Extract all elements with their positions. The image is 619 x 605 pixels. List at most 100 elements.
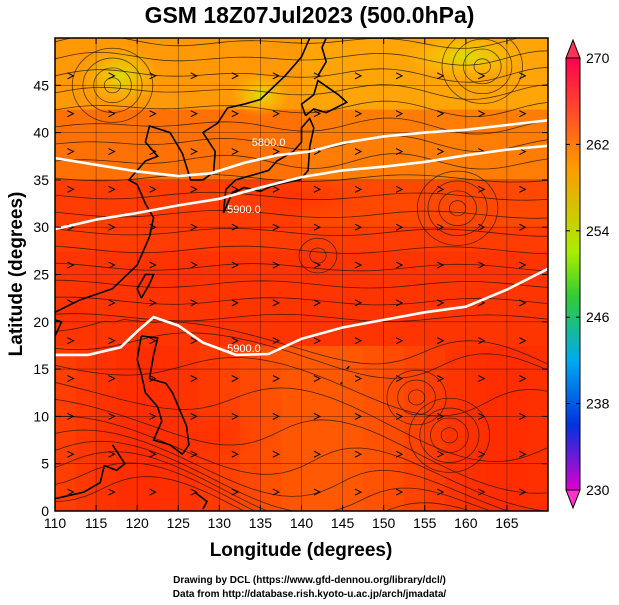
field-cell	[465, 440, 487, 465]
streamline-swirl	[427, 180, 488, 236]
flow-arrow	[149, 488, 157, 496]
field-cell	[342, 416, 364, 441]
field-cell	[157, 85, 179, 110]
field-cell	[527, 463, 548, 488]
field-cell	[239, 38, 262, 63]
colorbar-tick-label: 238	[586, 396, 610, 412]
flow-arrow	[272, 148, 280, 155]
x-tick-label: 130	[208, 515, 232, 531]
contour-line	[55, 144, 548, 231]
field-cell	[280, 61, 303, 86]
coastline	[55, 444, 126, 500]
field-cell	[342, 463, 364, 488]
flow-arrow	[313, 72, 322, 80]
field-cell	[280, 463, 303, 488]
field-cell	[239, 369, 262, 394]
flow-arrow	[190, 110, 198, 118]
flow-arrow	[108, 299, 116, 307]
flow-arrow	[395, 261, 404, 269]
field-cell	[342, 85, 364, 110]
flow-arrow	[313, 261, 322, 269]
streamline-swirl	[441, 38, 523, 104]
flow-arrow	[272, 375, 280, 383]
field-cell	[383, 440, 405, 465]
field-cell	[157, 203, 179, 228]
field-cell	[178, 203, 200, 228]
field-cell	[322, 61, 344, 86]
colorbar-scale	[565, 57, 581, 491]
field-cell	[55, 369, 77, 394]
field-cell	[116, 369, 138, 394]
field-cell	[157, 392, 179, 417]
flow-arrow	[231, 185, 239, 193]
field-cell	[198, 345, 220, 370]
flow-arrow	[231, 72, 239, 80]
field-cell	[157, 38, 179, 63]
field-cell	[260, 369, 282, 394]
field-cell	[198, 487, 220, 511]
field-cell	[527, 85, 548, 110]
field-cell	[527, 416, 548, 441]
field-cell	[260, 440, 282, 465]
field-cell	[342, 61, 364, 86]
field-cell	[527, 321, 548, 347]
streamline-swirl	[309, 247, 327, 264]
field-cell	[178, 85, 200, 110]
field-cell	[239, 250, 262, 276]
streamline	[55, 319, 548, 365]
field-cell	[96, 156, 118, 181]
field-cell	[116, 392, 138, 417]
field-cell	[486, 250, 508, 276]
y-tick-label: 5	[41, 456, 49, 472]
coastline	[222, 116, 315, 214]
flow-arrow	[519, 375, 527, 383]
field-cell	[239, 274, 262, 299]
streamline-swirl	[419, 407, 480, 463]
field-cell	[55, 345, 77, 370]
field-cell	[260, 38, 282, 63]
field-cell	[198, 156, 220, 181]
x-tick-label: 160	[454, 515, 478, 531]
flow-arrow	[478, 110, 486, 118]
field-cell	[239, 132, 262, 157]
flow-arrow	[436, 450, 445, 458]
field-cell	[404, 227, 426, 252]
streamline	[55, 84, 548, 100]
field-cell	[506, 416, 529, 441]
field-cell	[465, 416, 487, 441]
field-cell	[178, 38, 200, 63]
field-cell	[239, 392, 262, 417]
field-cell	[280, 274, 303, 299]
field-cell	[322, 38, 344, 63]
field-cell	[404, 156, 426, 181]
field-cell	[424, 369, 446, 394]
field-cell	[424, 463, 446, 488]
streamline	[55, 245, 548, 255]
field-cell	[404, 416, 426, 441]
x-tick-label: 145	[331, 515, 355, 531]
flow-arrow	[108, 148, 116, 155]
field-cell	[342, 227, 364, 252]
x-tick-label: 115	[85, 515, 108, 531]
coastline	[346, 365, 350, 370]
flow-arrow	[436, 299, 445, 307]
field-cell	[322, 321, 344, 347]
field-cell	[260, 274, 282, 299]
flow-arrow	[478, 488, 486, 496]
flow-arrow	[108, 261, 116, 269]
field-cell	[506, 487, 529, 511]
flow-arrow	[272, 261, 280, 269]
flow-arrow	[67, 337, 75, 345]
field-cell	[506, 321, 529, 347]
field-cell	[116, 463, 138, 488]
field-cell	[342, 250, 364, 276]
field-cell	[75, 132, 97, 157]
field-cell	[75, 250, 97, 276]
x-axis-label: Longitude (degrees)	[210, 540, 393, 561]
field-cell	[404, 250, 426, 276]
field-cell	[116, 132, 138, 157]
field-cell	[465, 156, 487, 181]
field-cell	[383, 416, 405, 441]
field-cell	[527, 250, 548, 276]
